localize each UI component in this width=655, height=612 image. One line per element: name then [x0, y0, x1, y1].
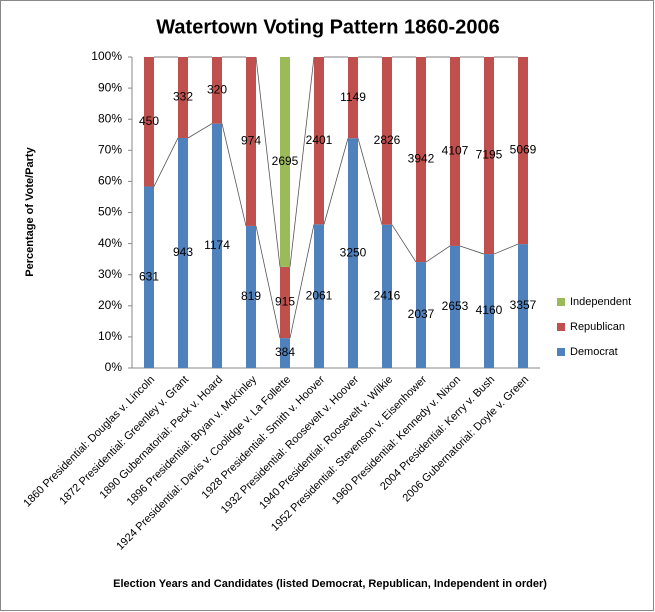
- data-label: 384: [275, 345, 295, 359]
- y-tick-label: 30%: [98, 267, 122, 281]
- series-line: [289, 56, 315, 267]
- series-line: [187, 123, 213, 139]
- y-tick-label: 20%: [98, 298, 122, 312]
- data-label: 974: [241, 134, 261, 148]
- legend-label: Democrat: [570, 346, 618, 358]
- bar-segment: [212, 57, 222, 124]
- bar-segment: [348, 57, 358, 139]
- series-line: [255, 56, 281, 267]
- data-label: 450: [139, 114, 159, 128]
- bar-segment: [246, 57, 256, 226]
- series-line: [391, 224, 417, 263]
- y-axis-label: Percentage of Vote/Party: [24, 146, 36, 276]
- y-tick-label: 0%: [105, 360, 123, 374]
- legend-swatch: [557, 298, 565, 306]
- data-label: 2653: [442, 299, 469, 313]
- series-line: [425, 245, 451, 263]
- data-label: 320: [207, 82, 227, 96]
- bar-segment: [212, 123, 222, 368]
- series-line: [493, 243, 519, 255]
- y-tick-label: 50%: [98, 205, 122, 219]
- data-label: 2037: [408, 307, 435, 321]
- data-label: 2416: [374, 289, 401, 303]
- bar-segment: [280, 57, 290, 267]
- x-axis-label: Election Years and Candidates (listed De…: [113, 578, 547, 590]
- bar-segment: [416, 57, 426, 263]
- bar-segment: [280, 266, 290, 339]
- bar-segment: [314, 57, 324, 225]
- bar-segment: [382, 57, 392, 225]
- data-label: 3942: [408, 152, 435, 166]
- bar-segment: [518, 57, 528, 245]
- bar-segment: [178, 137, 188, 368]
- y-tick-label: 80%: [98, 111, 122, 125]
- data-label: 3250: [340, 245, 367, 259]
- data-label: 631: [139, 269, 159, 283]
- bar-segment: [518, 244, 528, 368]
- legend-swatch: [557, 348, 565, 356]
- data-label: 819: [241, 289, 261, 303]
- data-label: 2061: [306, 288, 333, 302]
- data-label: 2695: [272, 154, 299, 168]
- bar-segment: [246, 225, 256, 368]
- bar-segment: [416, 262, 426, 368]
- series-line: [459, 245, 485, 255]
- data-label: 3357: [510, 298, 537, 312]
- chart-title: Watertown Voting Pattern 1860-2006: [156, 16, 499, 38]
- data-label: 2826: [374, 133, 401, 147]
- y-tick-label: 60%: [98, 174, 122, 188]
- data-label: 915: [275, 295, 295, 309]
- bar-segment: [450, 245, 460, 368]
- data-label: 4160: [476, 303, 503, 317]
- y-tick-label: 100%: [91, 49, 122, 63]
- series-line: [255, 225, 281, 339]
- legend-label: Independent: [570, 296, 631, 308]
- data-label: 1149: [340, 90, 366, 104]
- data-label: 4107: [442, 144, 469, 158]
- bar-segment: [144, 186, 154, 368]
- bar-segment: [484, 254, 494, 368]
- data-label: 943: [173, 245, 193, 259]
- bar-segment: [144, 57, 154, 187]
- legend-label: Republican: [570, 321, 625, 333]
- y-tick-label: 40%: [98, 236, 122, 250]
- y-tick-label: 70%: [98, 142, 122, 156]
- y-tick-label: 90%: [98, 80, 122, 94]
- bar-segment: [450, 57, 460, 246]
- series-line: [289, 224, 315, 339]
- bar-segment: [484, 57, 494, 255]
- bar-segment: [178, 57, 188, 138]
- data-label: 7195: [476, 148, 503, 162]
- data-label: 5069: [510, 143, 537, 157]
- bar-segment: [348, 138, 358, 368]
- bar-segment: [382, 224, 392, 368]
- bar-segment: [280, 338, 290, 368]
- series-line: [153, 137, 179, 187]
- legend-swatch: [557, 323, 565, 331]
- data-label: 2401: [306, 133, 333, 147]
- data-label: 332: [173, 90, 193, 104]
- series-line: [357, 138, 383, 225]
- y-tick-label: 10%: [98, 329, 122, 343]
- series-line: [221, 123, 247, 227]
- bar-segment: [314, 224, 324, 368]
- data-label: 1174: [204, 238, 230, 252]
- series-line: [323, 138, 349, 225]
